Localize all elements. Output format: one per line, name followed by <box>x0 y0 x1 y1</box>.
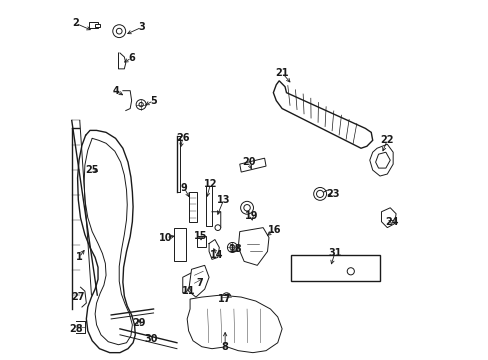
Text: 4: 4 <box>112 86 119 96</box>
Circle shape <box>113 25 125 37</box>
Text: 5: 5 <box>150 96 157 105</box>
Polygon shape <box>273 81 372 148</box>
Circle shape <box>222 293 230 301</box>
Bar <box>197 235 206 247</box>
Polygon shape <box>239 158 265 172</box>
Circle shape <box>224 295 228 299</box>
Circle shape <box>215 225 220 230</box>
Text: 14: 14 <box>210 251 224 260</box>
Bar <box>188 192 197 222</box>
Text: 6: 6 <box>128 53 135 63</box>
Text: 26: 26 <box>176 133 189 143</box>
Text: 15: 15 <box>194 230 207 240</box>
Bar <box>290 255 379 281</box>
Circle shape <box>229 245 234 250</box>
Text: 24: 24 <box>384 217 398 227</box>
Circle shape <box>346 268 354 275</box>
Text: 18: 18 <box>228 244 242 255</box>
Text: 10: 10 <box>159 233 172 243</box>
Bar <box>174 228 185 261</box>
Text: 30: 30 <box>143 334 157 344</box>
Text: 28: 28 <box>69 324 83 334</box>
Circle shape <box>227 243 237 252</box>
Text: 19: 19 <box>244 211 258 221</box>
Text: 31: 31 <box>327 248 341 258</box>
Polygon shape <box>369 144 392 176</box>
Polygon shape <box>375 152 389 168</box>
Text: 21: 21 <box>275 68 288 78</box>
Text: 29: 29 <box>132 318 145 328</box>
Polygon shape <box>187 295 282 353</box>
Bar <box>95 24 100 27</box>
Text: 27: 27 <box>71 292 84 302</box>
Polygon shape <box>381 208 395 228</box>
Circle shape <box>313 188 326 200</box>
Text: 17: 17 <box>218 294 231 304</box>
Text: 9: 9 <box>181 183 187 193</box>
Text: 8: 8 <box>221 342 228 352</box>
Circle shape <box>136 100 146 109</box>
Polygon shape <box>183 271 194 293</box>
Text: 23: 23 <box>326 189 339 199</box>
Text: 1: 1 <box>76 252 82 262</box>
Circle shape <box>316 190 323 198</box>
Bar <box>89 22 98 28</box>
Text: 3: 3 <box>138 22 145 32</box>
Text: 20: 20 <box>241 157 255 167</box>
Polygon shape <box>238 228 268 265</box>
Text: 7: 7 <box>196 278 203 288</box>
Circle shape <box>139 103 143 107</box>
Circle shape <box>116 28 122 34</box>
Text: 11: 11 <box>182 286 195 296</box>
Polygon shape <box>72 121 97 295</box>
Circle shape <box>240 201 253 214</box>
Circle shape <box>244 204 250 211</box>
Text: 22: 22 <box>380 135 393 145</box>
Polygon shape <box>188 265 209 297</box>
Text: 13: 13 <box>217 195 230 205</box>
Text: 16: 16 <box>267 225 281 235</box>
Text: 2: 2 <box>72 18 79 28</box>
Text: 12: 12 <box>203 179 217 189</box>
Text: 25: 25 <box>85 165 99 175</box>
